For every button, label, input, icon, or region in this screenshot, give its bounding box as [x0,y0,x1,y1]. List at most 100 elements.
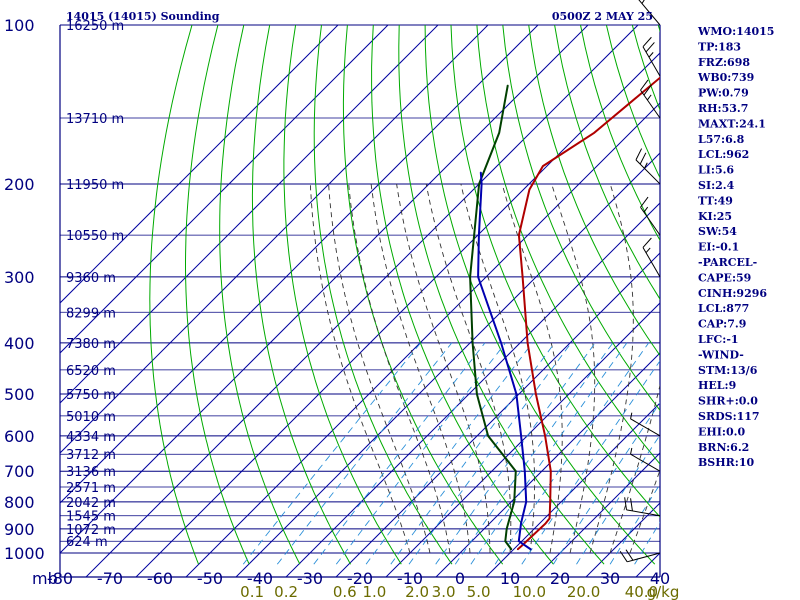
moist-adiabat--6 [328,183,431,554]
mixing-ratio-label-40: 40.0 [625,583,658,600]
isotherm-foot-30 [585,552,611,577]
dry-adiabat-240 [219,25,301,565]
mixing-ratio-line-30 [609,483,660,565]
index-item-11: TT:49 [698,194,733,207]
dewpoint-trace-point-10 [498,132,500,134]
index-item-7: L57:6.8 [698,133,745,146]
isotherm-foot--60 [135,552,161,577]
wind-barb-125 [642,36,661,77]
pressure-tick-label-600: 600 [4,427,35,446]
parcel-trace-point-2 [520,522,522,524]
parcel-trace-point-5 [520,435,522,437]
index-item-28: BSHR:10 [698,456,754,469]
temperature-trace-point-9 [527,342,529,344]
index-item-4: PW:0.79 [698,87,749,100]
dry-adiabat-230 [185,25,250,565]
mixing-ratio-line-15 [553,401,660,565]
temperature-trace-point-13 [542,165,544,167]
moist-adiabat-14 [460,183,536,554]
wind-barb-200 [635,148,661,185]
parcel-trace-point-7 [500,342,502,344]
index-item-16: CAPE:59 [698,271,751,284]
isotherm--30 [309,202,660,554]
index-item-8: LCL:962 [698,148,749,161]
isotherm-foot--10 [385,552,411,577]
mixing-ratio-line-3 [435,342,596,565]
index-item-0: WMO:14015 [697,25,774,38]
temp-tick-label--50: -50 [197,569,223,588]
temp-tick-label--80: -80 [47,569,73,588]
dry-adiabat-360 [554,25,660,301]
moist-adiabat--2 [348,183,451,554]
height-label-800: 2042 m [66,496,116,511]
temperature-trace-point-4 [549,517,551,520]
wind-barb-700 [630,447,661,472]
pressure-unit-label: mb [32,569,58,588]
height-label-650: 3712 m [66,448,116,463]
isotherm--100 [60,25,489,454]
mixing-ratio-line-0.4 [313,342,486,565]
index-item-10: SI:2.4 [698,179,735,192]
isotherm-foot--50 [185,552,211,577]
index-item-23: HEL:9 [698,379,736,392]
temperature-trace-point-10 [522,276,524,278]
index-item-14: EI:-0.1 [698,241,739,254]
height-label-550: 5010 m [66,410,116,425]
temp-tick-label-30: 30 [600,569,620,588]
mixing-ratio-line-0.2 [276,342,453,565]
mixing-ratio-label-1: 1.0 [362,583,386,600]
height-label-600: 4334 m [66,430,116,445]
temperature-trace-point-14 [593,132,595,134]
mixing-ratio-line-0.6 [335,342,506,565]
isotherm-foot-10 [485,552,511,577]
dry-adiabat-280 [342,25,504,565]
dry-adiabat-300 [398,25,605,565]
isotherm--90 [60,25,539,504]
wind-barb-850 [624,497,661,517]
dry-adiabats [149,25,660,565]
isotherm-foot--20 [335,552,361,577]
temp-tick-label--30: -30 [297,569,323,588]
dewpoint-trace-point-4 [515,470,517,472]
moist-adiabat-22 [551,183,596,554]
mixing-ratio-line-1 [365,342,533,565]
height-label-350: 8299 m [66,306,116,321]
wind-barbs [619,0,661,563]
index-item-2: FRZ:698 [698,56,750,69]
temp-tick-label--20: -20 [347,569,373,588]
isotherm--110 [60,25,439,404]
isotherm-foot--30 [285,552,311,577]
height-label-150: 13710 m [66,112,124,127]
index-item-3: WB0:739 [697,71,754,84]
dry-adiabat-250 [251,25,352,565]
index-item-19: CAP:7.9 [698,318,746,331]
mixing-ratio-line-20 [576,434,660,565]
mixing-ratio-line-4 [454,342,614,565]
parcel-trace-point-1 [518,540,520,542]
temp-tick-label--10: -10 [397,569,423,588]
index-item-22: STM:13/6 [698,364,758,377]
isotherm--20 [359,252,660,554]
mixing-ratio-label-2: 2.0 [405,583,429,600]
pressure-tick-label-200: 200 [4,175,35,194]
dry-adiabat-290 [371,25,554,565]
height-label-750: 2571 m [66,481,116,496]
isotherm-0 [459,352,660,554]
isobar-grid [59,24,661,578]
chart-valid-time: 0500Z 2 MAY 25 [552,10,653,23]
temperature-trace-point-7 [544,435,546,437]
temp-tick-label-0: 0 [455,569,465,588]
dewpoint-trace-point-1 [504,540,506,542]
pressure-tick-label-100: 100 [4,16,35,35]
stability-indices-panel: WMO:14015 TP:183 FRZ:698 WB0:739 PW:0.79 RH:5… [697,25,774,469]
mixing-ratio-line-7 [494,342,650,565]
parcel-trace-point-11 [480,171,482,173]
index-item-13: SW:54 [698,225,737,238]
parcel-trace-point-3 [525,501,527,503]
index-item-20: LFC:-1 [698,333,739,346]
isotherm-foot-0 [435,552,461,577]
index-item-5: RH:53.7 [698,102,748,115]
temperature-trace-point-2 [529,537,532,539]
dry-adiabat-220 [149,25,199,565]
temp-tick-label--40: -40 [247,569,273,588]
